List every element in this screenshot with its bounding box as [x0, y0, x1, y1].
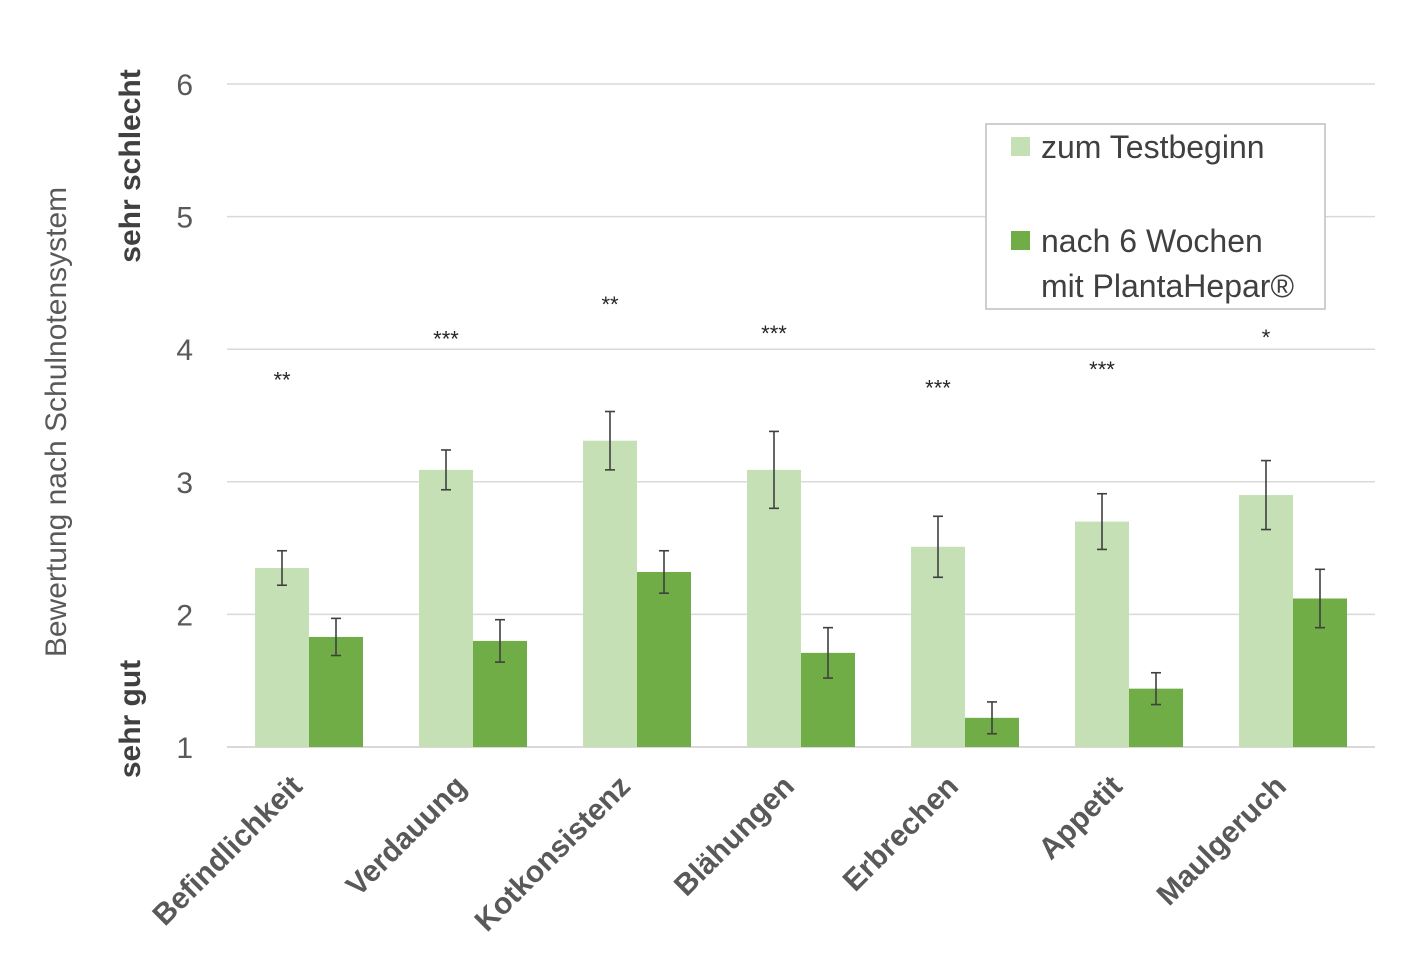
- significance-label: ***: [925, 376, 951, 401]
- legend-swatch-testbeginn: [1011, 137, 1030, 156]
- category-label: Verdauung: [340, 770, 473, 903]
- category-label: Blähungen: [668, 770, 801, 903]
- bar-testbeginn: [747, 469, 801, 747]
- significance-labels: *****************: [273, 292, 1270, 401]
- y-tick-label: 6: [176, 69, 193, 102]
- legend-label-testbeginn: zum Testbeginn: [1041, 129, 1265, 165]
- significance-label: *: [1262, 325, 1271, 350]
- y-tick-label: 3: [176, 467, 193, 500]
- significance-label: ***: [761, 321, 787, 346]
- error-bar: [823, 626, 833, 679]
- category-label: Erbrechen: [837, 770, 965, 898]
- legend-box: [985, 123, 1326, 310]
- y-tick-label: 2: [176, 599, 193, 632]
- error-bar: [769, 430, 779, 510]
- legend-label-6-wochen-line2: mit PlantaHepar®: [1041, 268, 1294, 304]
- legend: zum Testbeginn nach 6 Wochen mit PlantaH…: [985, 123, 1326, 310]
- error-bar: [441, 449, 451, 491]
- y-axis-label: Bewertung nach Schulnotensystem: [40, 187, 73, 657]
- bar-testbeginn: [583, 440, 637, 747]
- significance-label: **: [273, 368, 291, 393]
- error-bar: [933, 515, 943, 579]
- error-bar: [1151, 671, 1161, 706]
- error-bar: [659, 549, 669, 594]
- bars: [255, 440, 1347, 747]
- error-bar: [1097, 492, 1107, 551]
- category-label: Maulgeruch: [1151, 770, 1293, 912]
- error-bar: [1315, 568, 1325, 629]
- bar-6-wochen: [637, 571, 691, 747]
- error-bar: [987, 701, 997, 735]
- y-tick-labels: 1 2 3 4 5 6: [176, 69, 193, 765]
- error-bar: [605, 410, 615, 471]
- legend-label-6-wochen-line1: nach 6 Wochen: [1041, 223, 1263, 259]
- significance-label: **: [601, 292, 619, 317]
- category-label: Befindlichkeit: [147, 770, 309, 932]
- legend-swatch-6-wochen: [1011, 231, 1030, 250]
- bar-testbeginn: [1075, 521, 1129, 747]
- y-annotation-bottom: sehr gut: [114, 660, 147, 778]
- y-tick-label: 5: [176, 202, 193, 235]
- y-tick-label: 1: [176, 732, 193, 765]
- bar-testbeginn: [1239, 495, 1293, 747]
- error-bar: [1261, 459, 1271, 531]
- bar-testbeginn: [911, 546, 965, 747]
- category-label: Appetit: [1033, 770, 1129, 866]
- bar-testbeginn: [255, 567, 309, 747]
- y-tick-label: 4: [176, 334, 193, 367]
- y-annotation-top: sehr schlecht: [114, 69, 147, 262]
- category-label: Kotkonsistenz: [469, 770, 637, 938]
- error-bars: [277, 410, 1325, 735]
- error-bar: [495, 618, 505, 663]
- error-bar: [277, 549, 287, 587]
- significance-label: ***: [1089, 357, 1115, 382]
- error-bar: [331, 617, 341, 657]
- significance-label: ***: [433, 327, 459, 352]
- bar-testbeginn: [419, 469, 473, 747]
